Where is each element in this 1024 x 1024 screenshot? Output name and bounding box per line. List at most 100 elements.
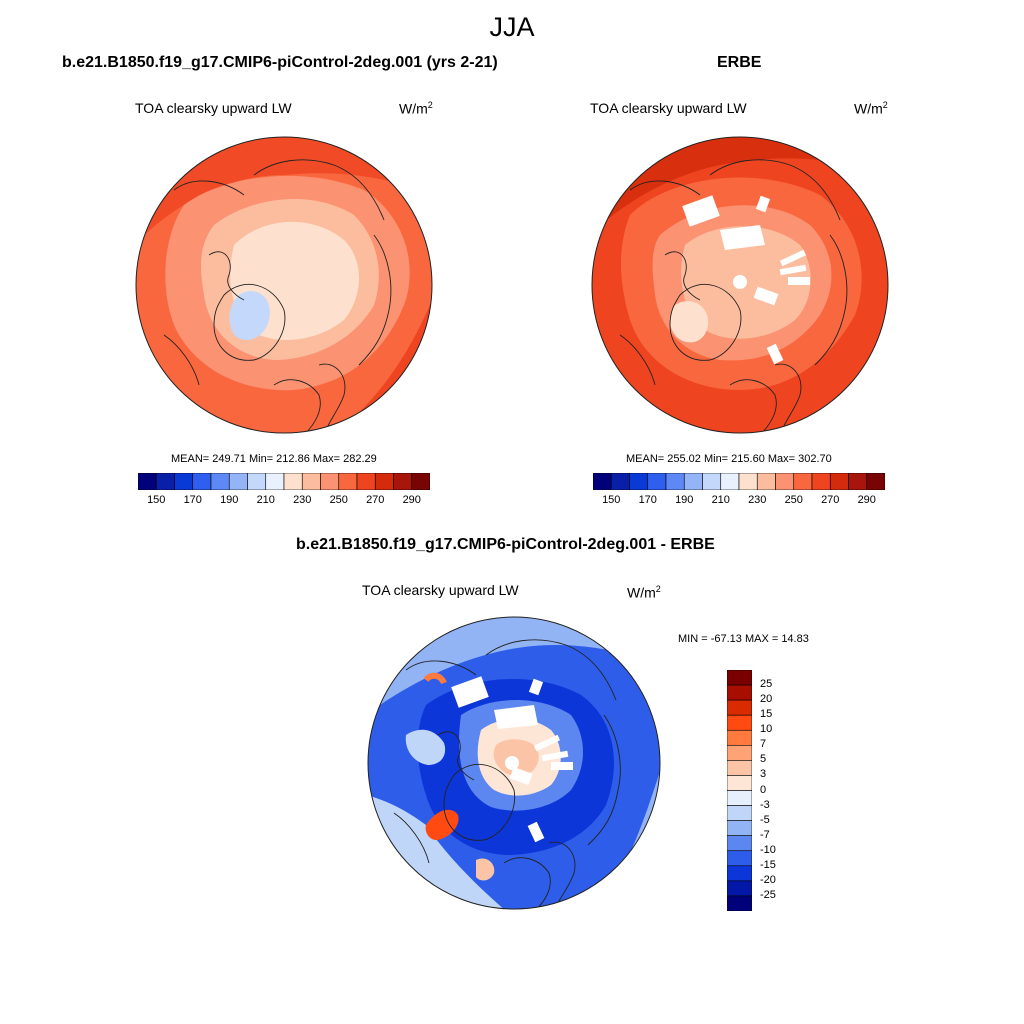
colorbar-swatch — [793, 473, 813, 490]
panel3-colorbar — [727, 670, 752, 911]
colorbar-swatch — [727, 670, 752, 686]
colorbar-tick-label: -25 — [760, 888, 776, 901]
colorbar-swatch — [138, 473, 157, 490]
colorbar-swatch — [720, 473, 740, 490]
colorbar-swatch — [727, 699, 752, 716]
colorbar-swatch — [727, 729, 752, 746]
colorbar-swatch — [866, 473, 885, 490]
panel2-variable-label: TOA clearsky upward LW — [590, 100, 747, 116]
colorbar-swatch — [665, 473, 685, 490]
colorbar-swatch — [610, 473, 630, 490]
colorbar-tick-label: 3 — [760, 768, 767, 781]
colorbar-swatch — [683, 473, 703, 490]
panel1-stats: MEAN= 249.71 Min= 212.86 Max= 282.29 — [171, 453, 377, 465]
colorbar-swatch — [338, 473, 358, 490]
panel1-units: W/m2 — [399, 100, 433, 117]
colorbar-swatch — [775, 473, 795, 490]
colorbar-swatch — [727, 880, 752, 897]
colorbar-swatch — [247, 473, 267, 490]
colorbar-tick-label: 230 — [748, 494, 767, 506]
panel3-title: b.e21.B1850.f19_g17.CMIP6-piControl-2deg… — [296, 536, 715, 553]
colorbar-swatch — [629, 473, 649, 490]
colorbar-swatch — [228, 473, 248, 490]
colorbar-swatch — [848, 473, 868, 490]
colorbar-swatch — [727, 714, 752, 731]
colorbar-swatch — [356, 473, 376, 490]
colorbar-swatch — [320, 473, 340, 490]
colorbar-tick-label: 190 — [220, 494, 239, 506]
panel2-polar-map — [591, 136, 889, 434]
colorbar-swatch — [727, 745, 752, 761]
colorbar-tick-label: -10 — [760, 843, 776, 856]
colorbar-swatch — [174, 473, 194, 490]
colorbar-swatch — [756, 473, 776, 490]
colorbar-swatch — [727, 835, 752, 852]
colorbar-tick-label: 250 — [329, 494, 348, 506]
colorbar-swatch — [411, 473, 430, 490]
colorbar-tick-label: 20 — [760, 693, 773, 706]
colorbar-tick-label: -15 — [760, 858, 776, 871]
colorbar-tick-label: -3 — [760, 798, 770, 811]
colorbar-tick-label: 190 — [675, 494, 694, 506]
colorbar-swatch — [647, 473, 667, 490]
colorbar-tick-label: 5 — [760, 753, 767, 766]
panel1-title: b.e21.B1850.f19_g17.CMIP6-piControl-2deg… — [62, 54, 498, 71]
panel2-stats: MEAN= 255.02 Min= 215.60 Max= 302.70 — [626, 453, 832, 465]
colorbar-swatch — [727, 895, 752, 911]
colorbar-tick-label: 230 — [293, 494, 312, 506]
colorbar-swatch — [593, 473, 612, 490]
colorbar-swatch — [727, 684, 752, 701]
colorbar-swatch — [727, 760, 752, 776]
colorbar-tick-label: 290 — [857, 494, 876, 506]
panel3-polar-map — [367, 616, 661, 910]
colorbar-tick-label: 15 — [760, 708, 773, 721]
colorbar-swatch — [155, 473, 175, 490]
colorbar-swatch — [283, 473, 303, 490]
panel1-colorbar — [138, 473, 430, 490]
panel1-colorbar-ticks: 150 170 190 210 230 250 270 290 — [138, 494, 430, 510]
colorbar-swatch — [727, 820, 752, 836]
colorbar-tick-label: 25 — [760, 678, 773, 691]
colorbar-swatch — [374, 473, 394, 490]
colorbar-tick-label: 10 — [760, 723, 773, 736]
panel2-units: W/m2 — [854, 100, 888, 117]
colorbar-tick-label: 170 — [638, 494, 657, 506]
panel2-colorbar — [593, 473, 885, 490]
colorbar-tick-label: 7 — [760, 738, 767, 751]
colorbar-tick-label: -5 — [760, 813, 770, 826]
colorbar-swatch — [727, 865, 752, 882]
colorbar-tick-label: 270 — [366, 494, 385, 506]
colorbar-swatch — [811, 473, 831, 490]
colorbar-tick-label: 270 — [821, 494, 840, 506]
panel3-stats: MIN = -67.13 MAX = 14.83 — [678, 633, 809, 645]
panel2-colorbar-ticks: 150 170 190 210 230 250 270 290 — [593, 494, 885, 510]
colorbar-swatch — [829, 473, 849, 490]
panel1-polar-map — [135, 136, 433, 434]
colorbar-tick-label: 150 — [147, 494, 166, 506]
colorbar-tick-label: 290 — [402, 494, 421, 506]
colorbar-swatch — [210, 473, 230, 490]
panel3-units: W/m2 — [627, 584, 661, 601]
colorbar-swatch — [738, 473, 758, 490]
colorbar-swatch — [393, 473, 413, 490]
panel3-colorbar-ticks: 25 20 15 10 7 5 3 0 -3 -5 -7 -10 -15 -20 -25 — [758, 670, 798, 911]
panel3-variable-label: TOA clearsky upward LW — [362, 582, 519, 598]
panel1-variable-label: TOA clearsky upward LW — [135, 100, 292, 116]
colorbar-swatch — [192, 473, 212, 490]
colorbar-tick-label: -7 — [760, 828, 770, 841]
colorbar-tick-label: 150 — [602, 494, 621, 506]
colorbar-tick-label: -20 — [760, 873, 776, 886]
colorbar-tick-label: 250 — [784, 494, 803, 506]
colorbar-swatch — [702, 473, 722, 490]
panel2-title: ERBE — [717, 54, 762, 71]
colorbar-swatch — [727, 805, 752, 821]
season-title: JJA — [489, 12, 535, 42]
colorbar-swatch — [301, 473, 321, 490]
colorbar-swatch — [727, 775, 752, 791]
colorbar-swatch — [265, 473, 285, 490]
colorbar-tick-label: 210 — [711, 494, 730, 506]
colorbar-swatch — [727, 790, 752, 806]
colorbar-tick-label: 0 — [760, 783, 767, 796]
colorbar-tick-label: 170 — [183, 494, 202, 506]
colorbar-tick-label: 210 — [256, 494, 275, 506]
